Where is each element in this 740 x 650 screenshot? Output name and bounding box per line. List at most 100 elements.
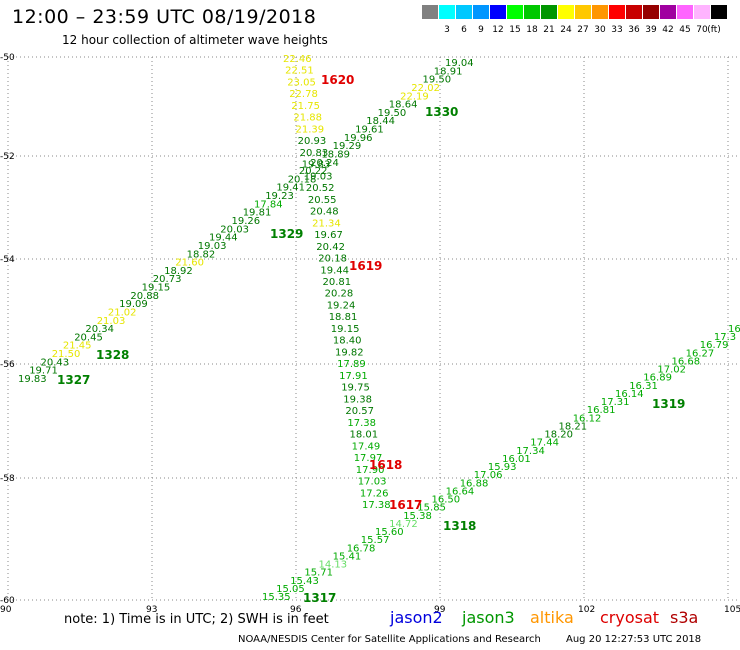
pass-number-label: 1330 [425,105,458,119]
wave-height-value: 20.45 [74,332,103,343]
footer-credit: NOAA/NESDIS Center for Satellite Applica… [238,634,541,645]
lat-tick-label: -54 [0,255,15,265]
wave-height-value: 16.12 [573,413,602,424]
wave-height-value: 21.03 [97,316,126,327]
wave-height-value: 20.28 [325,289,354,300]
wave-height-value: 19.44 [320,265,349,276]
wave-height-value: 20.73 [153,274,182,285]
wave-height-value: 18.44 [366,116,395,127]
wave-height-value: 17.3 [714,332,736,343]
wave-height-value: 15.05 [276,584,305,595]
pass-number-label: 1318 [443,519,476,533]
wave-height-value: 16 [728,324,740,335]
wave-height-value: 23.05 [287,78,316,89]
wave-height-value: 19.24 [327,301,356,312]
satellite-cryosat: cryosat [600,608,660,627]
wave-height-value: 19.75 [341,383,370,394]
wave-height-value: 20.18 [318,254,347,265]
legend-label: 30 [594,25,606,35]
legend-swatch [694,5,710,19]
legend-swatch [711,5,727,19]
pass-number-label: 1620 [321,73,354,87]
wave-height-value: 21.60 [175,258,204,269]
wave-height-value: 16.27 [686,348,715,359]
wave-height-value: 17.02 [657,365,686,376]
legend-label: 3 [444,25,450,35]
legend-swatch [524,5,540,19]
legend-swatch [558,5,574,19]
legend-swatch [626,5,642,19]
pass-number-label: 1329 [270,227,303,241]
legend-swatch [541,5,557,19]
wave-height-value: 19.09 [119,299,148,310]
wave-height-value: 19.15 [331,324,360,335]
wave-height-value: 16.50 [432,495,461,506]
wave-height-value: 18.81 [329,312,358,323]
lon-tick-label: 93 [146,605,157,615]
legend-label: 36 [628,25,640,35]
wave-height-value: 16.68 [672,357,701,368]
legend-label: 12 [492,25,504,35]
wave-height-value: 21.50 [52,349,81,360]
wave-height-value: 20.18 [288,174,317,185]
wave-height-value: 15.41 [333,551,362,562]
wave-height-value: 19.38 [343,394,372,405]
wave-height-value: 17.49 [352,441,381,452]
wave-height-value: 18.40 [333,336,362,347]
wave-height-value: 16.01 [502,454,531,465]
wave-height-value: 19.82 [335,347,364,358]
wave-height-value: 19.03 [304,171,333,182]
legend-swatch [660,5,676,19]
wave-height-value: 19.23 [265,191,294,202]
wave-height-value: 18.64 [389,100,418,111]
wave-height-value: 19.81 [243,208,272,219]
map-grid [7,56,740,601]
wave-height-value: 20.93 [298,136,327,147]
satellite-s3a: s3a [670,608,699,627]
satellite-jason3: jason3 [462,608,515,627]
legend-label: 6 [461,25,467,35]
legend-swatch [422,5,438,19]
wave-height-value: 21.88 [293,113,322,124]
wave-height-value: 16.79 [700,340,729,351]
wave-height-value: 20.52 [306,183,335,194]
legend-label: 9 [478,25,484,35]
pass-number-label: 1618 [369,458,402,472]
wave-height-value: 22.46 [283,54,312,65]
wave-height-value: 17.44 [530,438,559,449]
wave-height-value: 20.42 [316,242,345,253]
pass-number-label: 1617 [389,498,422,512]
wave-height-value: 21.34 [312,218,341,229]
pass-number-label: 1619 [349,259,382,273]
legend-swatch [609,5,625,19]
wave-height-value: 18.21 [559,422,588,433]
wave-height-value: 19.71 [29,366,58,377]
wave-height-value: 20.83 [300,148,329,159]
wave-height-value: 18.91 [434,66,463,77]
lat-tick-label: -50 [0,53,15,63]
wave-height-value: 16.31 [629,381,658,392]
wave-height-value: 15.43 [290,576,319,587]
wave-height-value: 20.55 [308,195,337,206]
wave-height-value: 20.88 [130,291,159,302]
wave-height-value: 19.41 [276,183,305,194]
wave-height-value: 15.85 [417,503,446,514]
pass-number-label: 1327 [57,373,90,387]
wave-height-value: 20.57 [345,406,374,417]
legend-swatch [473,5,489,19]
legend-label: 21 [543,25,555,35]
wave-height-value: 19.96 [344,133,373,144]
legend-swatch [456,5,472,19]
wave-height-value: 22.02 [411,83,440,94]
legend-label: 18 [526,25,538,35]
wave-height-value: 19.04 [445,58,474,69]
wave-height-value: 20.24 [310,158,339,169]
wave-height-value: 19.50 [378,108,407,119]
legend-label: 15 [509,25,521,35]
wave-height-value: 16.88 [460,478,489,489]
pass-labels: 1620 1330 1619 1329 1328 1327 1319 1618 1617 1318… [57,73,685,605]
lon-tick-label: 90 [0,605,12,615]
wave-height-value: 19.29 [333,141,362,152]
wave-height-value: 22.51 [285,66,314,77]
wave-height-value: 20.03 [220,224,249,235]
